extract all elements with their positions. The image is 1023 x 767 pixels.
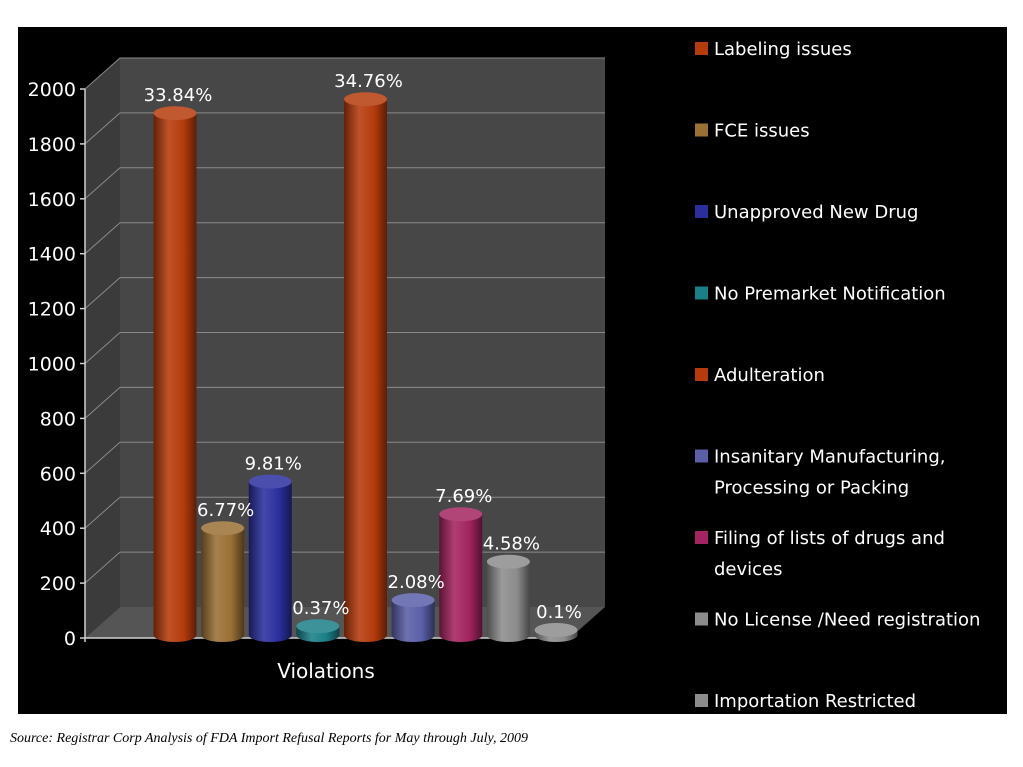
gridline (84, 441, 605, 474)
legend-item: Labeling issues (695, 39, 852, 60)
gridline (84, 112, 605, 145)
y-tick-label: 800 (40, 408, 76, 430)
bar-chart: 0 200 400 600 800 1000 1200 1400 1600 1800 2000 33… (28, 39, 981, 712)
legend-swatch (695, 42, 708, 55)
data-label: 9.81% (245, 454, 302, 475)
gridlines (84, 57, 605, 584)
bar-body (486, 561, 530, 642)
bar-top (439, 507, 483, 522)
legend-item: Insanitary Manufacturing, Processing or P… (695, 447, 945, 499)
data-label: 6.77% (197, 500, 254, 521)
bar-body (439, 514, 483, 642)
gridline (84, 222, 605, 255)
source-note: Source: Registrar Corp Analysis of FDA I… (10, 731, 528, 746)
data-label: 33.84% (144, 85, 213, 106)
bars (153, 92, 578, 643)
bar-body (153, 113, 197, 642)
bar-top (391, 593, 435, 608)
legend-swatch (695, 368, 708, 381)
legend-item: Unapproved New Drug (695, 202, 918, 223)
bar (534, 623, 578, 642)
legend-item: No License /Need registration (695, 610, 980, 631)
bar-top (201, 521, 245, 536)
bar (296, 619, 340, 642)
bar (486, 554, 530, 642)
gridline (84, 57, 605, 90)
data-label: 2.08% (388, 572, 445, 593)
legend-label: Insanitary Manufacturing, (714, 447, 945, 468)
bar-top (344, 92, 387, 107)
y-tick-label: 1000 (28, 354, 76, 376)
y-tick-label: 400 (40, 518, 76, 540)
bar-body (391, 600, 435, 642)
bar-top (153, 106, 197, 121)
gridline (84, 332, 605, 364)
bar (153, 106, 197, 642)
bar-top (248, 474, 292, 489)
legend-label: No License /Need registration (714, 610, 980, 631)
legend-label: FCE issues (714, 121, 810, 142)
y-tick-label: 1800 (28, 134, 76, 156)
bar-top (534, 623, 578, 637)
legend-label: No Premarket Notification (714, 284, 946, 305)
gridline (84, 496, 605, 529)
gridline (84, 386, 605, 419)
legend-label: Adulteration (714, 365, 825, 386)
legend-swatch (695, 123, 708, 137)
bar (248, 474, 292, 642)
legend-item: FCE issues (695, 121, 810, 142)
data-label: 0.37% (292, 598, 349, 619)
bar-body (248, 481, 292, 642)
legend-label: devices (714, 559, 783, 580)
legend-swatch (695, 449, 708, 463)
legend-swatch (695, 694, 708, 707)
data-label: 0.1% (536, 602, 582, 623)
legend-swatch (695, 205, 708, 218)
y-tick-label: 1400 (28, 244, 76, 266)
bar (201, 521, 245, 642)
legend: Labeling issues FCE issues Unapproved New … (695, 39, 980, 712)
bar (391, 593, 435, 642)
legend-label: Unapproved New Drug (714, 202, 918, 223)
gridline (84, 277, 605, 309)
bar-top (296, 619, 340, 634)
legend-label: Processing or Packing (714, 478, 909, 499)
legend-label: Filing of lists of drugs and (714, 528, 945, 549)
y-tick-label: 200 (40, 573, 76, 595)
legend-label: Importation Restricted (714, 691, 916, 712)
gridline (84, 167, 605, 200)
bar-body (201, 528, 245, 642)
y-tick-label: 1200 (28, 299, 76, 321)
y-tick-label: 2000 (28, 79, 76, 101)
legend-swatch (695, 286, 708, 300)
data-label: 34.76% (334, 71, 403, 92)
legend-swatch (695, 612, 708, 626)
y-tick-label: 1600 (28, 189, 76, 211)
legend-label: Labeling issues (714, 39, 852, 60)
data-label: 7.69% (435, 486, 492, 507)
x-axis-title: Violations (277, 659, 375, 683)
legend-item: No Premarket Notification (695, 284, 946, 305)
bar-body (344, 99, 387, 643)
legend-item: Importation Restricted (695, 691, 916, 712)
bar (344, 92, 387, 643)
data-labels: 33.84% 6.77% 9.81% 0.37% 34.76% 2.08% 7.69% 4.5… (144, 71, 582, 623)
y-tick-label: 600 (40, 463, 76, 485)
chart-panel: 0 200 400 600 800 1000 1200 1400 1600 1800 2000 33… (18, 27, 1007, 714)
bar (439, 507, 483, 642)
legend-swatch (695, 531, 708, 544)
legend-item: Adulteration (695, 365, 825, 386)
bar-top (486, 554, 530, 569)
y-tick-label: 0 (64, 628, 76, 650)
legend-item: Filing of lists of drugs and devices (695, 528, 945, 580)
data-label: 4.58% (483, 534, 540, 555)
